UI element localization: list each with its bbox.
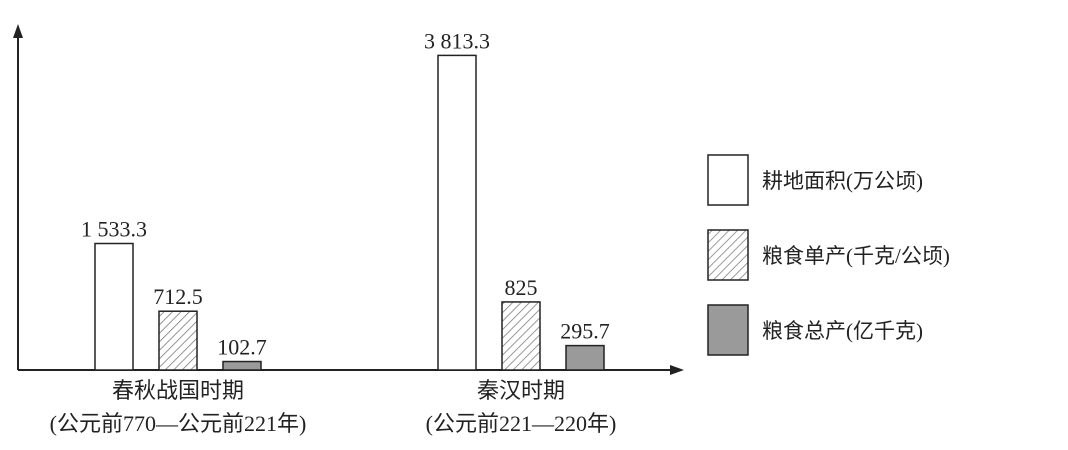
bar (94, 242, 134, 371)
legend-label: 粮食总产(亿千克) (762, 319, 923, 343)
value-label: 102.7 (217, 335, 267, 360)
x-tick-label: 秦汉时期 (477, 378, 565, 403)
legend-swatch (707, 229, 749, 281)
bar (501, 301, 541, 371)
x-tick-label: 春秋战国时期 (112, 378, 244, 403)
x-tick-sublabel: (公元前770—公元前221年) (50, 411, 307, 436)
bar (437, 54, 477, 371)
x-axis-arrow (670, 365, 684, 375)
x-tick-sublabel: (公元前221—220年) (426, 411, 617, 436)
legend-swatch (707, 304, 749, 356)
value-label: 3 813.3 (424, 28, 490, 53)
legend-label: 粮食单产(千克/公顷) (762, 244, 950, 268)
value-label: 712.5 (153, 284, 203, 309)
legend-swatch (707, 154, 749, 206)
bar (565, 344, 605, 371)
value-label: 1 533.3 (81, 217, 147, 242)
bar (158, 310, 198, 371)
value-label: 825 (505, 275, 538, 300)
bar (222, 360, 262, 371)
legend-label: 耕地面积(万公顷) (762, 169, 923, 193)
y-axis-arrow (13, 24, 23, 38)
value-label: 295.7 (560, 319, 610, 344)
